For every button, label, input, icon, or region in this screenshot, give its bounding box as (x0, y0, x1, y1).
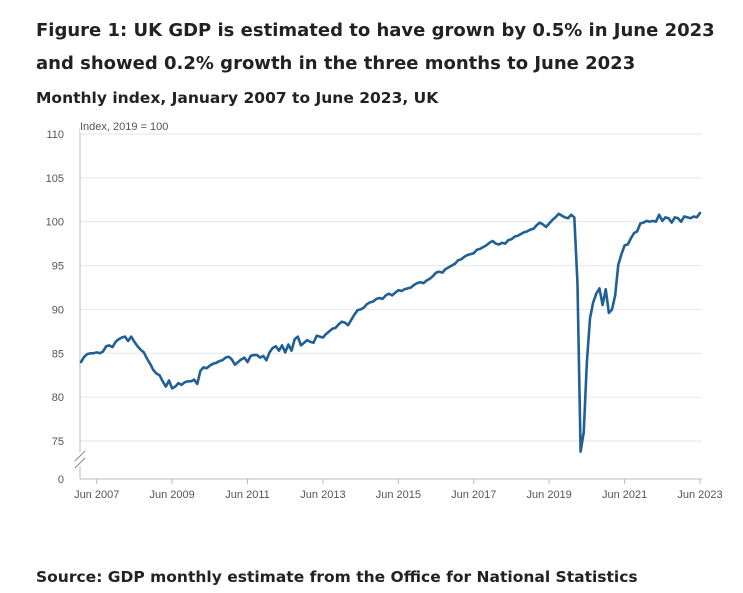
y-tick-label-105: 105 (46, 173, 64, 185)
y-tick-label-100: 100 (46, 217, 64, 229)
y-tick-label-110: 110 (46, 129, 64, 141)
series-layer (79, 211, 702, 453)
series-line-gdp-index (79, 211, 702, 453)
axis-break-mark-lower (74, 457, 86, 469)
source-note: Source: GDP monthly estimate from the Of… (36, 568, 638, 586)
x-tick-label-jun-2009: Jun 2009 (149, 489, 194, 501)
chart-title: Figure 1: UK GDP is estimated to have gr… (36, 14, 726, 80)
x-tick-label-jun-2019: Jun 2019 (527, 489, 572, 501)
title-line-1: Figure 1: UK GDP is estimated to have gr… (36, 20, 715, 41)
axes: 110 105 100 95 90 85 80 75 0 Jun 2007 Jun 2009 Jun … (46, 128, 723, 501)
unit-label-background (80, 119, 200, 133)
grid-lines (80, 133, 702, 442)
x-tick-label-jun-2007: Jun 2007 (74, 489, 119, 501)
y-tick-label-95: 95 (52, 261, 64, 273)
chart-subtitle: Monthly index, January 2007 to June 2023… (36, 89, 439, 107)
x-tick-label-jun-2013: Jun 2013 (300, 489, 345, 501)
y-tick-label-90: 90 (52, 304, 64, 316)
y-tick-label-80: 80 (52, 392, 64, 404)
y-tick-label-85: 85 (52, 348, 64, 360)
x-tick-label-jun-2023: Jun 2023 (677, 489, 722, 501)
title-line-2: and showed 0.2% growth in the three mont… (36, 53, 636, 74)
x-tick-label-jun-2017: Jun 2017 (451, 489, 496, 501)
x-tick-label-jun-2015: Jun 2015 (376, 489, 421, 501)
x-tick-label-jun-2011: Jun 2011 (225, 489, 269, 501)
y-axis-unit-label: Index, 2019 = 100 (80, 121, 168, 133)
axis-break-mark-upper (74, 450, 86, 462)
x-tick-label-jun-2021: Jun 2021 (602, 489, 647, 501)
y-tick-label-75: 75 (52, 436, 64, 448)
y-tick-label-0: 0 (58, 474, 64, 486)
